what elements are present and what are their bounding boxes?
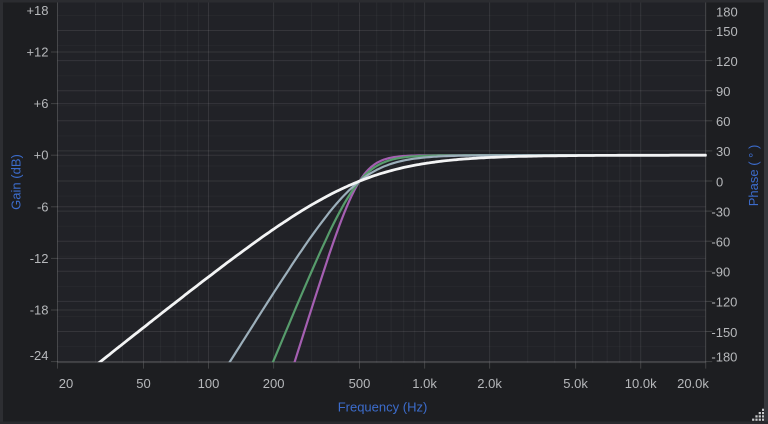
svg-text:100: 100 xyxy=(198,376,220,391)
svg-text:+0: +0 xyxy=(34,148,49,163)
svg-text:500: 500 xyxy=(349,376,371,391)
svg-text:-150: -150 xyxy=(711,325,737,340)
svg-text:50: 50 xyxy=(136,376,150,391)
svg-text:-90: -90 xyxy=(711,265,730,280)
svg-text:-12: -12 xyxy=(30,251,49,266)
svg-text:-18: -18 xyxy=(30,303,49,318)
svg-text:-120: -120 xyxy=(711,295,737,310)
svg-text:0: 0 xyxy=(716,174,723,189)
svg-text:-180: -180 xyxy=(711,349,737,364)
svg-text:20: 20 xyxy=(59,376,73,391)
svg-text:2.0k: 2.0k xyxy=(477,376,502,391)
svg-text:10.0k: 10.0k xyxy=(625,376,657,391)
svg-text:60: 60 xyxy=(716,114,730,129)
svg-text:200: 200 xyxy=(263,376,285,391)
svg-text:5.0k: 5.0k xyxy=(563,376,588,391)
svg-text:180: 180 xyxy=(716,4,738,19)
svg-text:30: 30 xyxy=(716,144,730,159)
svg-text:90: 90 xyxy=(716,84,730,99)
svg-text:-30: -30 xyxy=(711,204,730,219)
svg-text:150: 150 xyxy=(716,24,738,39)
svg-text:1.0k: 1.0k xyxy=(412,376,437,391)
svg-text:120: 120 xyxy=(716,54,738,69)
svg-text:+6: +6 xyxy=(34,96,49,111)
svg-text:-6: -6 xyxy=(37,199,49,214)
svg-text:Frequency (Hz): Frequency (Hz) xyxy=(338,400,428,415)
svg-text:+18: +18 xyxy=(26,3,48,18)
svg-text:-24: -24 xyxy=(30,348,49,363)
svg-text:Gain (dB): Gain (dB) xyxy=(9,154,24,210)
svg-text:+12: +12 xyxy=(26,45,48,60)
svg-text:Phase ( ° ): Phase ( ° ) xyxy=(746,145,761,207)
svg-text:-60: -60 xyxy=(711,235,730,250)
svg-text:20.0k: 20.0k xyxy=(677,376,709,391)
